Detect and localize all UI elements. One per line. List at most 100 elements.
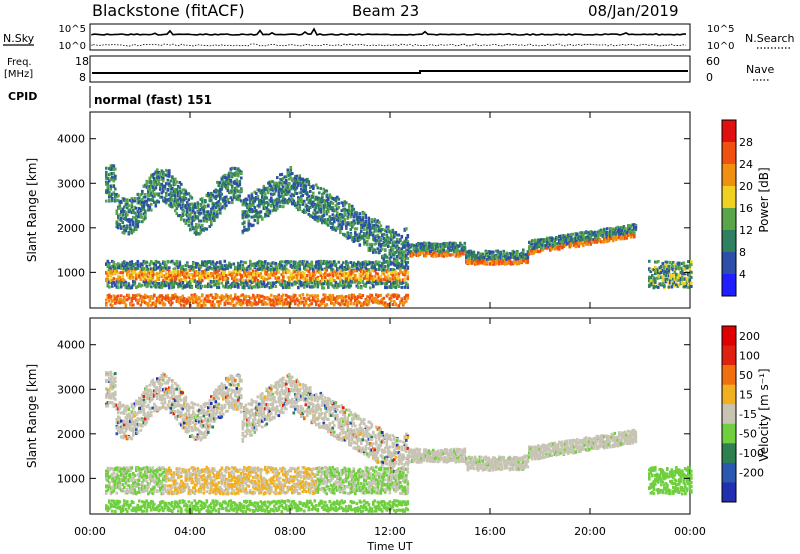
echo-cell (165, 201, 168, 205)
echo-cell (388, 297, 392, 301)
echo-cell (241, 300, 245, 304)
echo-cell (273, 183, 276, 187)
echo-cell (379, 278, 383, 282)
echo-cell (115, 285, 119, 289)
echo-cell (168, 266, 171, 270)
echo-cell (328, 201, 332, 205)
echo-cell (168, 274, 171, 278)
echo-cell (244, 279, 248, 282)
echo-cell (333, 303, 336, 307)
echo-cell (519, 252, 522, 256)
echo-cell (297, 266, 300, 270)
echo-cell (247, 279, 251, 283)
echo-cell (372, 247, 375, 251)
echo-cell (396, 249, 399, 253)
echo-cell (403, 244, 407, 248)
echo-cell (493, 262, 497, 266)
echo-cell (337, 282, 341, 286)
echo-cell (400, 282, 404, 285)
echo-cell (195, 300, 198, 304)
echo-cell (451, 252, 455, 256)
echo-cell (216, 300, 219, 304)
echo-cell (220, 274, 224, 278)
echo-cell (150, 198, 153, 202)
echo-cell (163, 173, 167, 177)
echo-cell (232, 262, 236, 266)
echo-cell (385, 279, 389, 283)
echo-cell (261, 191, 264, 195)
echo-cell (177, 269, 180, 273)
echo-cell (175, 282, 179, 286)
echo-cell (334, 264, 338, 268)
echo-cell (112, 298, 116, 302)
echo-cell (147, 267, 150, 271)
echo-cell (282, 180, 285, 184)
echo-cell (226, 301, 230, 305)
echo-cell (367, 260, 371, 264)
echo-cell (279, 181, 282, 185)
echo-cell (208, 198, 212, 202)
echo-cell (204, 227, 207, 231)
echo-cell (331, 268, 335, 272)
echo-cell (136, 301, 140, 305)
echo-cell (405, 281, 408, 285)
echo-cell (264, 260, 267, 264)
echo-cell (220, 263, 224, 267)
echo-cell (157, 285, 161, 289)
echo-cell (199, 219, 203, 223)
echo-cell (235, 194, 239, 198)
echo-cell (316, 262, 320, 266)
echo-cell (357, 220, 360, 223)
echo-cell (130, 260, 134, 264)
echo-cell (105, 166, 108, 170)
echo-cell (142, 266, 146, 270)
echo-cell (324, 200, 327, 204)
echo-cell (180, 265, 183, 269)
echo-cell (165, 173, 168, 177)
echo-cell (318, 281, 321, 285)
echo-cell (238, 269, 242, 273)
echo-cell (240, 260, 243, 264)
echo-cell (228, 270, 231, 274)
echo-cell (154, 283, 158, 287)
echo-cell (388, 241, 392, 244)
echo-cell (480, 256, 483, 260)
echo-cell (121, 271, 125, 275)
echo-cell (157, 278, 161, 282)
echo-cell (336, 227, 339, 231)
echo-cell (393, 276, 396, 280)
echo-cell (388, 277, 392, 281)
echo-cell (145, 180, 149, 183)
echo-cell (166, 296, 170, 300)
echo-cell (393, 285, 396, 289)
echo-cell (340, 268, 344, 272)
echo-cell (106, 177, 110, 180)
echo-cell (217, 200, 221, 203)
echo-cell (388, 268, 392, 272)
echo-cell (333, 279, 336, 282)
echo-cell (213, 276, 216, 280)
echo-cell (109, 268, 113, 272)
echo-cell (340, 224, 344, 228)
echo-cell (145, 264, 149, 268)
echo-cell (346, 280, 350, 284)
echo-cell (319, 263, 323, 267)
echo-cell (246, 272, 249, 276)
echo-cell (313, 281, 317, 285)
echo-cell (312, 274, 315, 278)
echo-cell (373, 280, 377, 283)
echo-cell (430, 245, 434, 248)
echo-cell (421, 242, 425, 246)
echo-cell (238, 189, 242, 193)
echo-cell (229, 189, 233, 193)
echo-cell (364, 231, 368, 235)
echo-cell (406, 242, 410, 246)
echo-cell (141, 296, 144, 300)
echo-cell (123, 210, 126, 214)
echo-cell (459, 254, 462, 258)
echo-cell (358, 215, 362, 219)
echo-cell (196, 280, 200, 284)
echo-cell (330, 226, 333, 230)
echo-cell (349, 302, 353, 306)
echo-cell (168, 277, 171, 281)
